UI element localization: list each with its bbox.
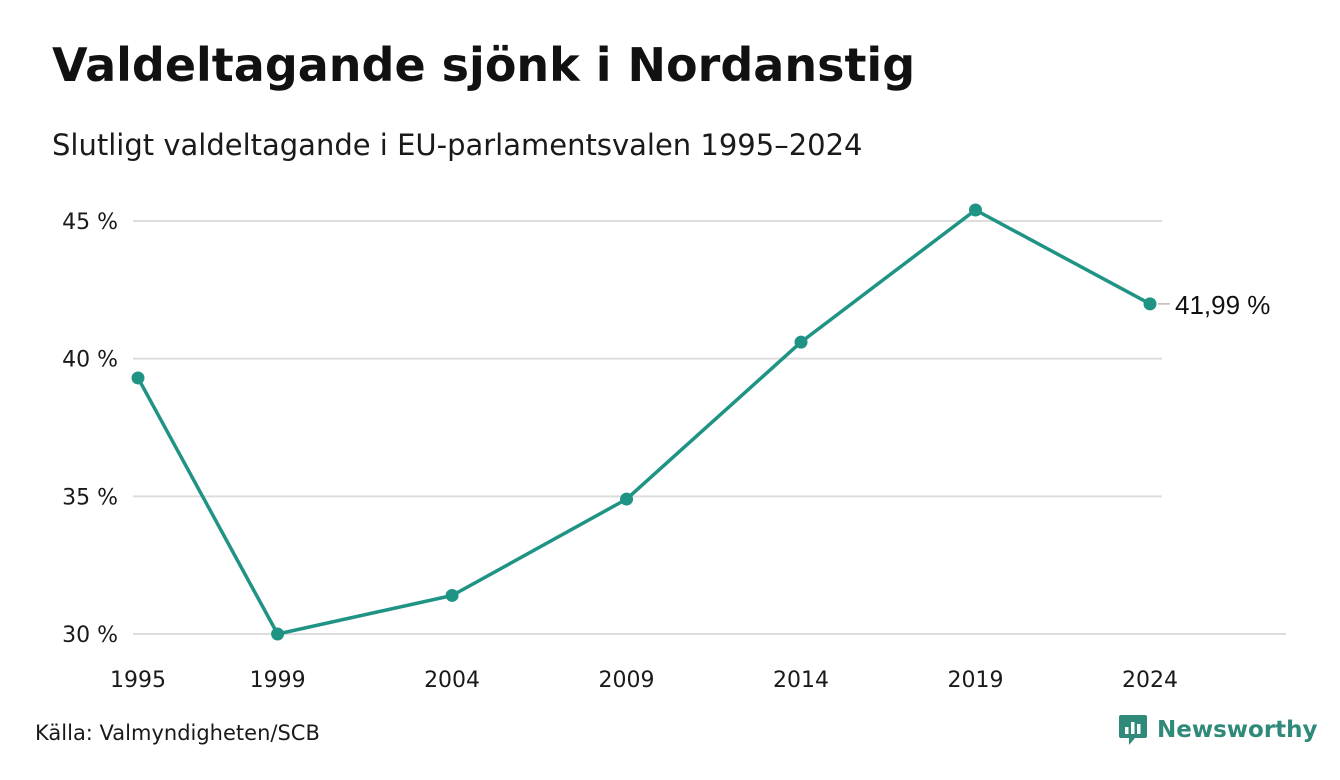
series-line-0 <box>136 208 1152 636</box>
end-value-label: 41,99 % <box>1175 290 1270 320</box>
chart-title: Valdeltagande sjönk i Nordanstig <box>52 38 916 92</box>
x-tick-label-2024: 2024 <box>1122 668 1178 693</box>
data-point-2009 <box>620 492 634 506</box>
y-tick-label-45: 45 % <box>62 210 118 235</box>
y-tick-label-30: 30 % <box>62 623 118 648</box>
data-point-1999 <box>271 627 285 641</box>
line-chart: 30 % 35 % 40 % 45 % 1995 1999 2004 2009 2014 201… <box>62 203 1286 693</box>
x-tick-label-2019: 2019 <box>948 668 1004 693</box>
data-point-2014 <box>794 335 808 349</box>
data-labels: 41,99 % <box>1158 290 1270 320</box>
series-layer <box>131 203 1157 641</box>
data-point-2004 <box>445 588 459 602</box>
data-point-2019 <box>969 203 983 217</box>
data-point-1995 <box>131 371 145 385</box>
bar-chart-speech-bubble-icon <box>1119 715 1147 745</box>
x-axis-ticks: 1995 1999 2004 2009 2014 2019 2024 <box>110 668 1178 693</box>
x-tick-label-2004: 2004 <box>424 668 480 693</box>
y-axis-ticks: 30 % 35 % 40 % 45 % <box>62 210 118 648</box>
brand-name: Newsworthy <box>1157 717 1318 743</box>
x-tick-label-1999: 1999 <box>250 668 306 693</box>
grid-lines <box>133 220 1286 635</box>
y-tick-label-35: 35 % <box>62 485 118 510</box>
x-tick-label-2009: 2009 <box>599 668 655 693</box>
chart-subtitle: Slutligt valdeltagande i EU-parlamentsva… <box>52 128 863 162</box>
y-tick-label-40: 40 % <box>62 348 118 373</box>
x-tick-label-2014: 2014 <box>773 668 829 693</box>
x-tick-label-1995: 1995 <box>110 668 166 693</box>
data-point-2024 <box>1143 297 1157 311</box>
source-note: Källa: Valmyndigheten/SCB <box>35 721 320 745</box>
brand-logo: Newsworthy <box>1118 713 1318 747</box>
